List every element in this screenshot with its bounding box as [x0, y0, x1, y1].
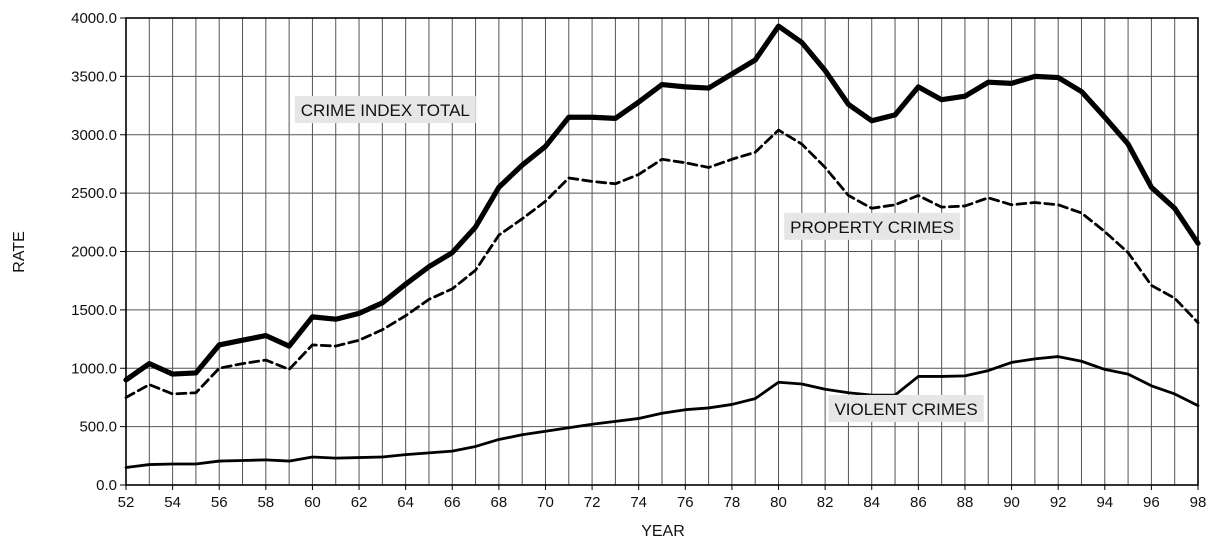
property-crimes-line: [124, 128, 1200, 399]
x-tick-label: 86: [910, 494, 927, 511]
x-tick-label: 74: [630, 494, 647, 511]
plot-frame: [125, 17, 1199, 486]
x-tick-label: 56: [211, 494, 228, 511]
x-tick-label: 58: [257, 494, 274, 511]
x-tick-label: 64: [397, 494, 414, 511]
annotation-background: [828, 394, 984, 422]
y-tick-label: 0.0: [96, 477, 117, 494]
x-tick-label: 76: [677, 494, 694, 511]
x-tick-label: 92: [1050, 494, 1067, 511]
x-tick-label: 78: [724, 494, 741, 511]
x-tick-label: 80: [770, 494, 787, 511]
x-tick-label: 94: [1096, 494, 1113, 511]
series-group: [123, 23, 1201, 469]
x-tick-label: 96: [1143, 494, 1160, 511]
y-tick-label: 3000.0: [71, 127, 117, 144]
x-tick-label: 52: [118, 494, 135, 511]
x-tick-label: 88: [957, 494, 974, 511]
y-tick-label: 3500.0: [71, 68, 117, 85]
grid: [125, 17, 1199, 486]
x-tick-label: 72: [584, 494, 601, 511]
x-tick-label: 82: [817, 494, 834, 511]
x-tick-label: 66: [444, 494, 461, 511]
y-tick-label: 500.0: [79, 419, 117, 436]
y-tick-label: 4000.0: [71, 10, 117, 27]
x-tick-label: 68: [491, 494, 508, 511]
x-tick-label: 62: [351, 494, 368, 511]
x-tick-label: 60: [304, 494, 321, 511]
crime-index-total-line: [123, 23, 1201, 383]
x-tick-label: 98: [1190, 494, 1207, 511]
annotation-background: [294, 96, 476, 124]
series-annotation-label: PROPERTY CRIMES: [790, 218, 954, 237]
x-tick-label: 54: [164, 494, 181, 511]
annotation-group: CRIME INDEX TOTAL PROPERTY CRIMES VIOLENT …: [294, 96, 984, 422]
annotation-background: [784, 212, 960, 240]
y-tick-label: 2000.0: [71, 244, 117, 261]
series-annotation-label: CRIME INDEX TOTAL: [301, 101, 470, 120]
y-tick-label: 1000.0: [71, 360, 117, 377]
series-annotation-label: VIOLENT CRIMES: [834, 400, 977, 419]
axes: 0.0 500.0 1000.0 1500.0 2000.0 2500.0 3000.0 35…: [71, 10, 1206, 511]
x-tick-label: 84: [863, 494, 880, 511]
y-tick-label: 1500.0: [71, 302, 117, 319]
x-tick-label: 70: [537, 494, 554, 511]
y-axis-title: RATE: [11, 231, 28, 272]
x-axis-title: YEAR: [641, 523, 685, 540]
x-tick-label: 90: [1003, 494, 1020, 511]
y-tick-label: 2500.0: [71, 185, 117, 202]
violent-crimes-line: [124, 355, 1200, 469]
